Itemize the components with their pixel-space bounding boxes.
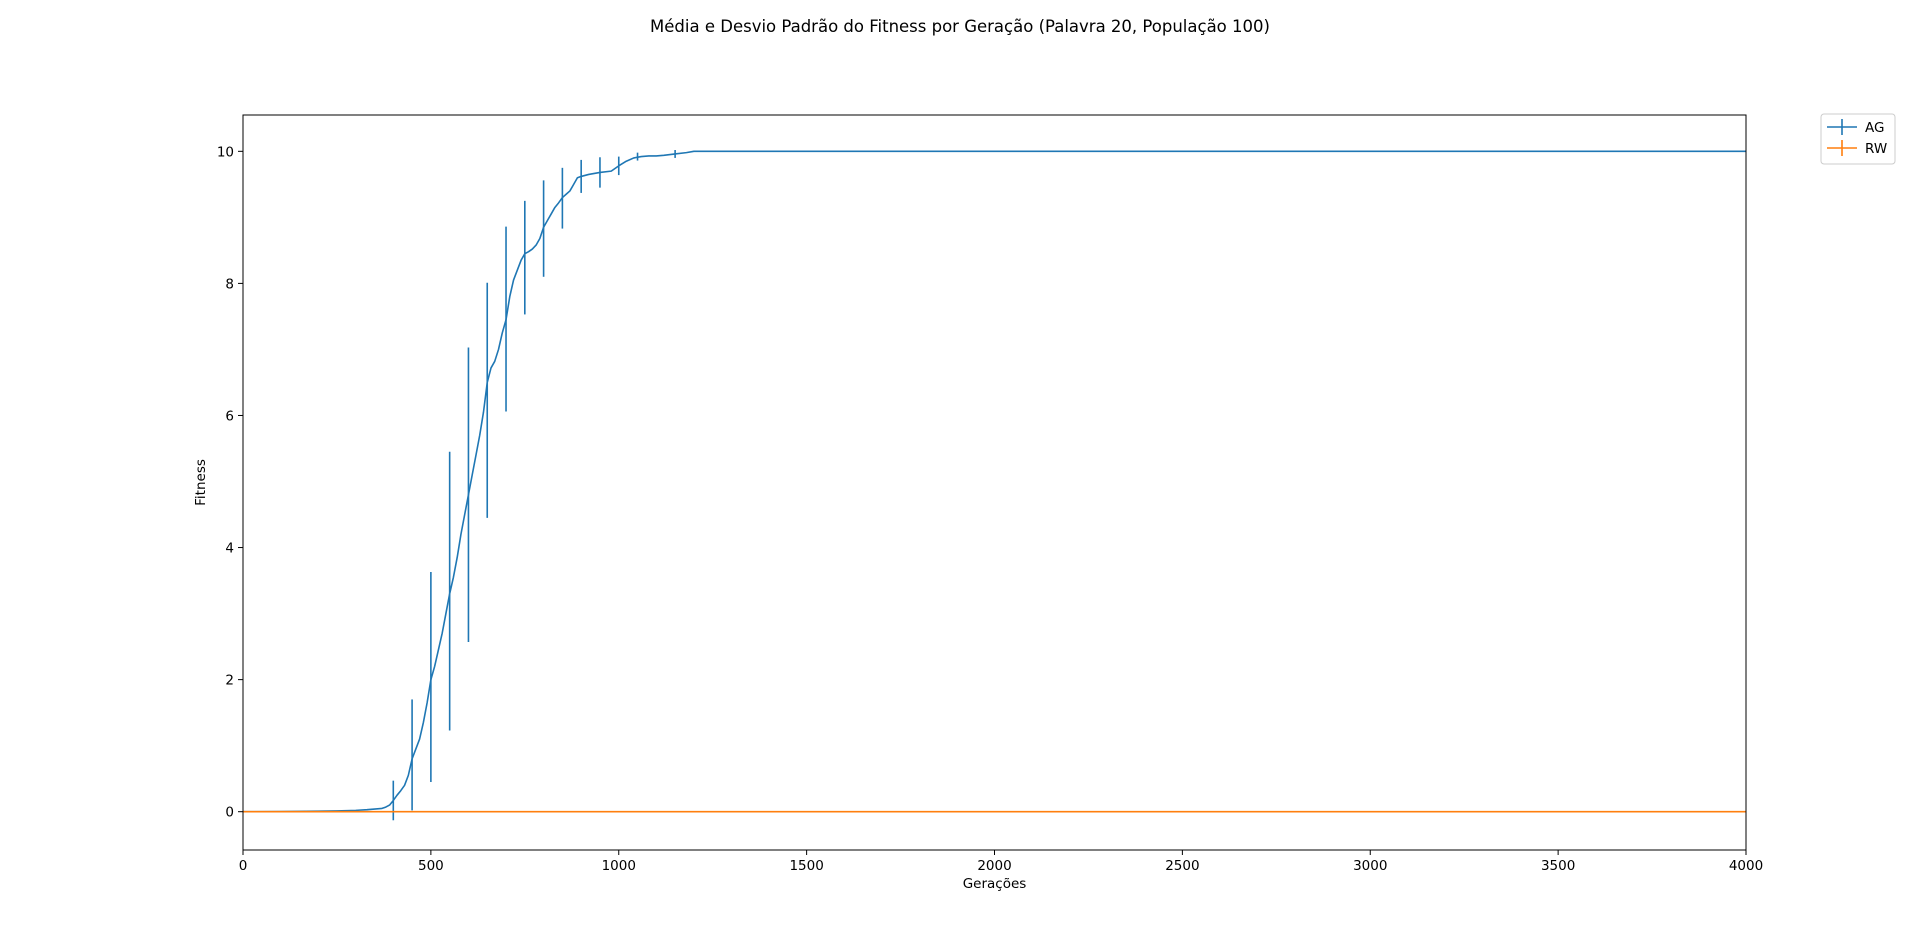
x-tick-label-8: 4000 <box>1729 858 1763 874</box>
legend-items: AG RW <box>1827 119 1887 157</box>
x-tick-label-2: 1000 <box>602 858 636 874</box>
x-tick-label-1: 500 <box>418 858 444 874</box>
y-axis-label: Fitness <box>193 459 209 506</box>
y-tick-label-5: 10 <box>217 144 234 160</box>
y-tick-label-3: 6 <box>225 408 234 424</box>
y-tick-label-0: 0 <box>225 805 234 821</box>
x-tick-label-5: 2500 <box>1165 858 1199 874</box>
series-ag <box>243 150 1746 821</box>
axis-ticks: 0 500 1000 1500 2000 2500 3000 3500 4000 0 2 4 6 8 10 <box>217 144 1763 874</box>
y-tick-label-1: 2 <box>225 673 234 689</box>
y-tick-label-2: 4 <box>225 541 234 557</box>
x-tick-label-4: 2000 <box>977 858 1011 874</box>
chart-title: Média e Desvio Padrão do Fitness por Ger… <box>650 17 1270 36</box>
x-axis-label: Gerações <box>963 876 1027 892</box>
x-tick-label-0: 0 <box>239 858 248 874</box>
x-tick-label-7: 3500 <box>1541 858 1575 874</box>
y-tick-label-4: 8 <box>225 276 234 292</box>
legend: AG RW <box>1820 113 1896 165</box>
x-tick-label-6: 3000 <box>1353 858 1387 874</box>
legend-label-rw: RW <box>1865 141 1887 157</box>
x-tick-label-3: 1500 <box>789 858 823 874</box>
legend-label-ag: AG <box>1865 120 1884 136</box>
plot-area <box>243 150 1746 821</box>
